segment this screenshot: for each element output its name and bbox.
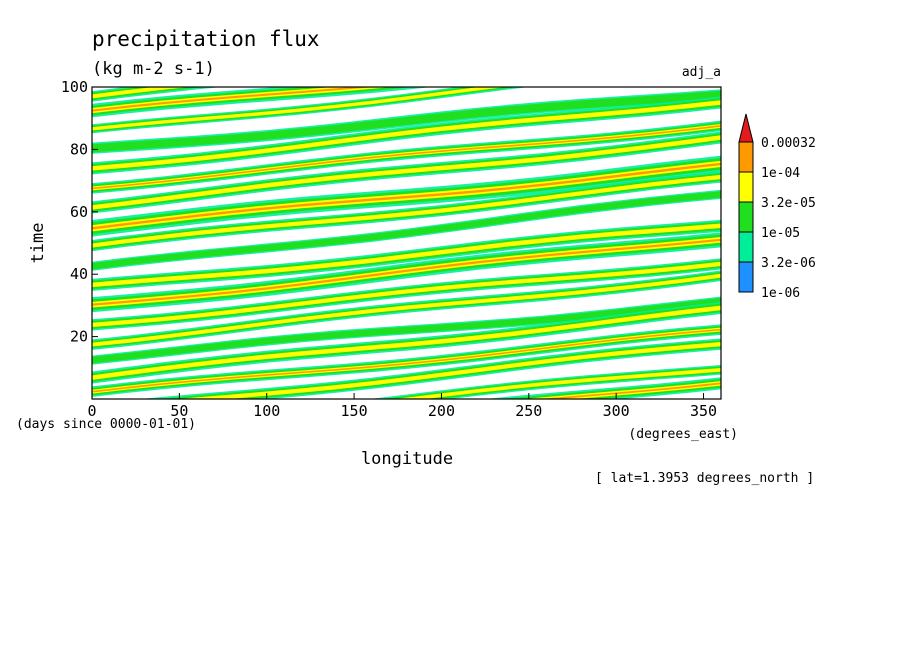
x-tick-label: 250 bbox=[515, 402, 542, 420]
x-tick-label: 50 bbox=[170, 402, 188, 420]
contour-band bbox=[92, 90, 721, 153]
x-axis-ticks: 0 50 100 150 200 250 300 350 bbox=[87, 393, 717, 420]
contour-band bbox=[394, 367, 721, 399]
colorbar-triangle bbox=[738, 113, 754, 143]
x-tick-label: 0 bbox=[87, 402, 96, 420]
contour-band bbox=[92, 87, 506, 131]
contour-band bbox=[92, 135, 721, 210]
contour-band bbox=[92, 273, 721, 347]
chart-title: precipitation flux bbox=[92, 27, 320, 51]
y-tick-label: 40 bbox=[70, 265, 88, 283]
chart-units: (kg m-2 s-1) bbox=[92, 59, 215, 79]
colorbar-segment bbox=[738, 231, 754, 263]
colorbar-label: 1e-04 bbox=[761, 166, 800, 181]
colorbar-label: 3.2e-05 bbox=[761, 196, 816, 211]
colorbar: 0.00032 1e-04 3.2e-05 1e-05 3.2e-06 1e-06 bbox=[738, 113, 816, 301]
y-tick-label: 80 bbox=[70, 140, 88, 158]
colorbar-label: 1e-05 bbox=[761, 226, 800, 241]
x-tick-label: 200 bbox=[428, 402, 455, 420]
colorbar-segment bbox=[738, 261, 754, 293]
contour-band bbox=[92, 238, 721, 306]
contour-band bbox=[92, 191, 721, 270]
y-tick-label: 60 bbox=[70, 203, 88, 221]
contour-band bbox=[92, 174, 721, 248]
colorbar-segment bbox=[738, 201, 754, 233]
contour-band bbox=[92, 162, 721, 230]
contour-band bbox=[92, 305, 721, 380]
x-axis-label: longitude bbox=[361, 449, 453, 469]
x-tick-label: 100 bbox=[253, 402, 280, 420]
y-axis-label: time bbox=[28, 223, 48, 264]
contour-band bbox=[92, 100, 721, 171]
x-tick-label: 350 bbox=[690, 402, 717, 420]
plot-frame bbox=[91, 86, 722, 400]
contour-band bbox=[92, 297, 721, 364]
x-tick-label: 300 bbox=[603, 402, 630, 420]
y-axis-ticks: 20 40 60 80 100 bbox=[61, 78, 98, 346]
y-tick-label: 20 bbox=[70, 328, 88, 346]
x-tick-label: 150 bbox=[341, 402, 368, 420]
x-axis-units: (degrees_east) bbox=[628, 427, 738, 442]
contour-band bbox=[92, 125, 721, 190]
y-tick-label: 100 bbox=[61, 78, 88, 96]
colorbar-segment bbox=[738, 171, 754, 203]
colorbar-label: 3.2e-06 bbox=[761, 256, 816, 271]
latitude-footnote: [ lat=1.3953 degrees_north ] bbox=[595, 471, 814, 486]
contour-band bbox=[92, 328, 721, 393]
colorbar-label: 1e-06 bbox=[761, 286, 800, 301]
colorbar-segment bbox=[738, 141, 754, 173]
contour-band bbox=[92, 87, 375, 112]
contour-band bbox=[178, 342, 721, 399]
contour-band bbox=[92, 261, 721, 327]
colorbar-label: 0.00032 bbox=[761, 136, 816, 151]
contour-band bbox=[92, 223, 721, 288]
y-axis-units: (days since 0000-01-01) bbox=[16, 417, 196, 432]
run-label: adj_a bbox=[682, 65, 721, 80]
contour-bands bbox=[92, 87, 721, 399]
